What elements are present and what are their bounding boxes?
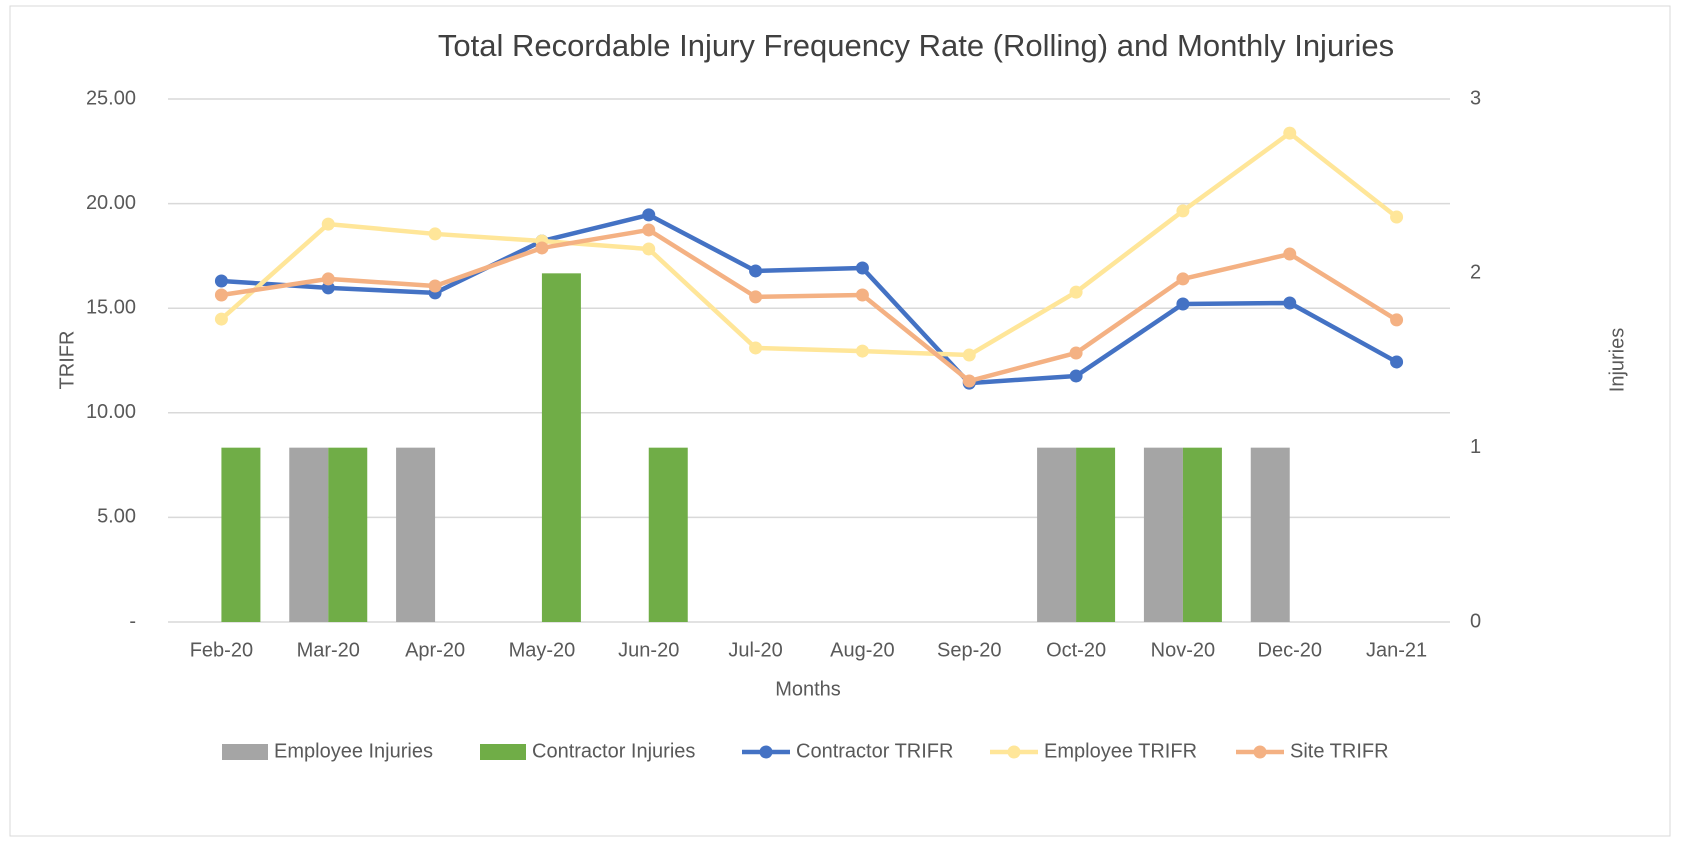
line-marker bbox=[428, 279, 442, 293]
x-tick-label: Jan-21 bbox=[1366, 639, 1427, 661]
x-tick-label: Apr-20 bbox=[405, 639, 465, 661]
line-marker bbox=[1283, 247, 1297, 261]
bar bbox=[1076, 447, 1116, 622]
y2-tick-label: 3 bbox=[1470, 87, 1481, 109]
x-tick-label: Feb-20 bbox=[190, 639, 253, 661]
chart-frame bbox=[9, 5, 1671, 837]
line-marker bbox=[1283, 296, 1297, 310]
y-tick-label: 20.00 bbox=[86, 192, 136, 214]
legend-label: Site TRIFR bbox=[1290, 740, 1389, 762]
x-tick-label: May-20 bbox=[509, 639, 576, 661]
bar bbox=[328, 447, 368, 622]
x-tick-label: Mar-20 bbox=[297, 639, 360, 661]
x-axis-title: Months bbox=[775, 678, 841, 700]
line-marker bbox=[749, 264, 763, 278]
line-marker bbox=[214, 288, 228, 302]
y-tick-label: - bbox=[129, 610, 136, 632]
x-tick-label: Oct-20 bbox=[1046, 639, 1106, 661]
bar bbox=[1250, 447, 1290, 622]
line-marker bbox=[214, 274, 228, 288]
bar bbox=[289, 447, 329, 622]
line bbox=[221, 227, 1398, 384]
y-tick-label: 5.00 bbox=[97, 506, 136, 528]
line-marker bbox=[1283, 126, 1297, 140]
line-marker bbox=[642, 223, 656, 237]
line-marker bbox=[749, 341, 763, 355]
y2-tick-label: 0 bbox=[1470, 610, 1481, 632]
legend-swatch bbox=[222, 744, 268, 760]
x-tick-label: Aug-20 bbox=[830, 639, 895, 661]
bar bbox=[1182, 447, 1222, 622]
y-tick-label: 10.00 bbox=[86, 401, 136, 423]
chart-title: Total Recordable Injury Frequency Rate (… bbox=[438, 28, 1394, 63]
x-tick-label: Nov-20 bbox=[1151, 639, 1215, 661]
bar bbox=[1037, 447, 1077, 622]
line-marker bbox=[1390, 313, 1404, 327]
line-marker bbox=[1176, 204, 1190, 218]
y-tick-label: 15.00 bbox=[86, 296, 136, 318]
legend-label: Contractor TRIFR bbox=[796, 740, 953, 762]
y-axis-title: TRIFR bbox=[56, 331, 78, 390]
line-marker bbox=[855, 288, 869, 302]
y2-tick-label: 2 bbox=[1470, 262, 1481, 284]
line-marker bbox=[749, 290, 763, 304]
line-marker bbox=[962, 348, 976, 362]
y2-tick-label: 1 bbox=[1470, 436, 1481, 458]
legend-label: Contractor Injuries bbox=[532, 740, 695, 762]
line-marker bbox=[962, 374, 976, 388]
line-marker bbox=[1176, 272, 1190, 286]
y2-axis-title: Injuries bbox=[1606, 328, 1628, 392]
legend-label: Employee Injuries bbox=[274, 740, 433, 762]
bar bbox=[648, 447, 688, 622]
x-tick-label: Jul-20 bbox=[728, 639, 782, 661]
bar bbox=[221, 447, 261, 622]
line-marker bbox=[855, 261, 869, 275]
x-tick-label: Sep-20 bbox=[937, 639, 1002, 661]
legend-swatch bbox=[1007, 745, 1021, 759]
legend-swatch bbox=[480, 744, 526, 760]
x-tick-label: Dec-20 bbox=[1258, 639, 1322, 661]
bar bbox=[1143, 447, 1183, 622]
line-marker bbox=[1069, 285, 1083, 299]
line-marker bbox=[321, 217, 335, 231]
legend-swatch bbox=[759, 745, 773, 759]
x-tick-label: Jun-20 bbox=[618, 639, 679, 661]
line-marker bbox=[642, 242, 656, 256]
bar bbox=[541, 273, 581, 622]
legend-swatch bbox=[1253, 745, 1267, 759]
legend-label: Employee TRIFR bbox=[1044, 740, 1197, 762]
line-marker bbox=[1176, 297, 1190, 311]
line-marker bbox=[321, 272, 335, 286]
line bbox=[219, 130, 1398, 358]
line-marker bbox=[1390, 210, 1404, 224]
y-tick-label: 25.00 bbox=[86, 87, 136, 109]
line-marker bbox=[321, 281, 335, 295]
line bbox=[221, 212, 1398, 386]
line-marker bbox=[214, 312, 228, 326]
line-marker bbox=[535, 241, 549, 255]
bar bbox=[396, 447, 436, 622]
line-marker bbox=[428, 227, 442, 241]
line-marker bbox=[855, 344, 869, 358]
line-marker bbox=[642, 208, 656, 222]
line-marker bbox=[1069, 369, 1083, 383]
line-marker bbox=[1390, 355, 1404, 369]
line-marker bbox=[1069, 346, 1083, 360]
